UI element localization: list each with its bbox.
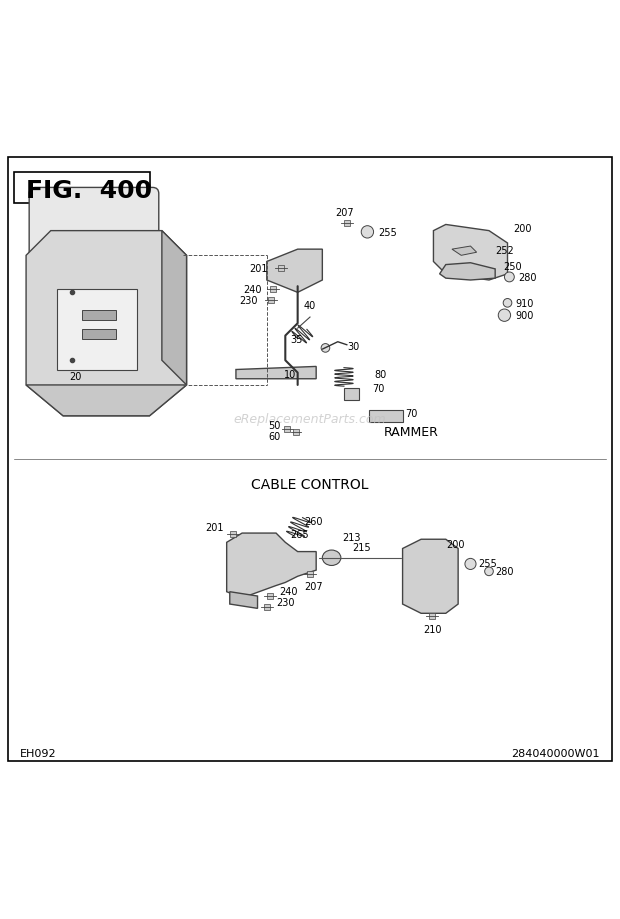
- Polygon shape: [433, 225, 508, 280]
- Polygon shape: [230, 592, 257, 608]
- Polygon shape: [162, 232, 187, 385]
- Text: 201: 201: [249, 264, 268, 273]
- Text: 80: 80: [375, 369, 387, 380]
- Bar: [82, 311, 115, 321]
- Polygon shape: [236, 367, 316, 380]
- Text: 207: 207: [335, 208, 354, 218]
- Polygon shape: [440, 264, 495, 280]
- Text: 250: 250: [503, 262, 522, 272]
- Polygon shape: [267, 250, 322, 293]
- Circle shape: [361, 226, 374, 239]
- Text: 210: 210: [423, 625, 441, 635]
- Text: 207: 207: [304, 582, 322, 592]
- Text: 60: 60: [268, 432, 280, 442]
- Text: 70: 70: [372, 383, 384, 393]
- Text: 252: 252: [495, 246, 514, 256]
- Polygon shape: [344, 389, 360, 401]
- Text: 213: 213: [343, 532, 361, 542]
- Text: 240: 240: [244, 284, 262, 294]
- Circle shape: [498, 310, 511, 322]
- Polygon shape: [402, 539, 458, 614]
- Polygon shape: [57, 290, 137, 370]
- Text: 255: 255: [378, 228, 397, 238]
- Text: FIG.  400: FIG. 400: [26, 178, 152, 203]
- Polygon shape: [452, 247, 477, 256]
- Text: 260: 260: [304, 516, 322, 527]
- Text: RAMMER: RAMMER: [384, 425, 439, 438]
- Text: 230: 230: [239, 295, 257, 305]
- Ellipse shape: [322, 550, 341, 566]
- Text: eReplacementParts.com: eReplacementParts.com: [234, 413, 386, 425]
- Polygon shape: [369, 410, 402, 423]
- Text: 70: 70: [405, 409, 418, 419]
- Text: 265: 265: [290, 529, 309, 539]
- Text: 280: 280: [518, 273, 537, 283]
- Text: 240: 240: [279, 586, 298, 596]
- Text: 200: 200: [446, 539, 464, 550]
- Text: 255: 255: [479, 558, 497, 568]
- Polygon shape: [26, 385, 187, 416]
- Text: 910: 910: [515, 299, 533, 309]
- Text: 284040000W01: 284040000W01: [512, 749, 600, 758]
- Text: 30: 30: [347, 342, 359, 352]
- Circle shape: [465, 559, 476, 570]
- Text: 280: 280: [495, 567, 513, 577]
- Text: EH092: EH092: [20, 749, 56, 758]
- Text: 20: 20: [69, 371, 82, 381]
- Text: 215: 215: [352, 542, 371, 552]
- FancyBboxPatch shape: [29, 188, 159, 262]
- Polygon shape: [227, 534, 316, 598]
- Text: 35: 35: [290, 335, 303, 345]
- Circle shape: [485, 567, 494, 576]
- Text: 201: 201: [205, 522, 224, 532]
- Bar: [82, 329, 115, 339]
- Text: 40: 40: [304, 301, 316, 311]
- Text: 10: 10: [284, 369, 296, 380]
- Text: 900: 900: [515, 311, 533, 321]
- Polygon shape: [26, 232, 187, 416]
- Circle shape: [505, 273, 515, 282]
- Text: CABLE CONTROL: CABLE CONTROL: [251, 477, 369, 491]
- Text: 200: 200: [514, 223, 532, 233]
- Text: 50: 50: [268, 421, 280, 431]
- Circle shape: [503, 300, 512, 308]
- Text: 230: 230: [276, 597, 294, 607]
- Circle shape: [321, 345, 330, 353]
